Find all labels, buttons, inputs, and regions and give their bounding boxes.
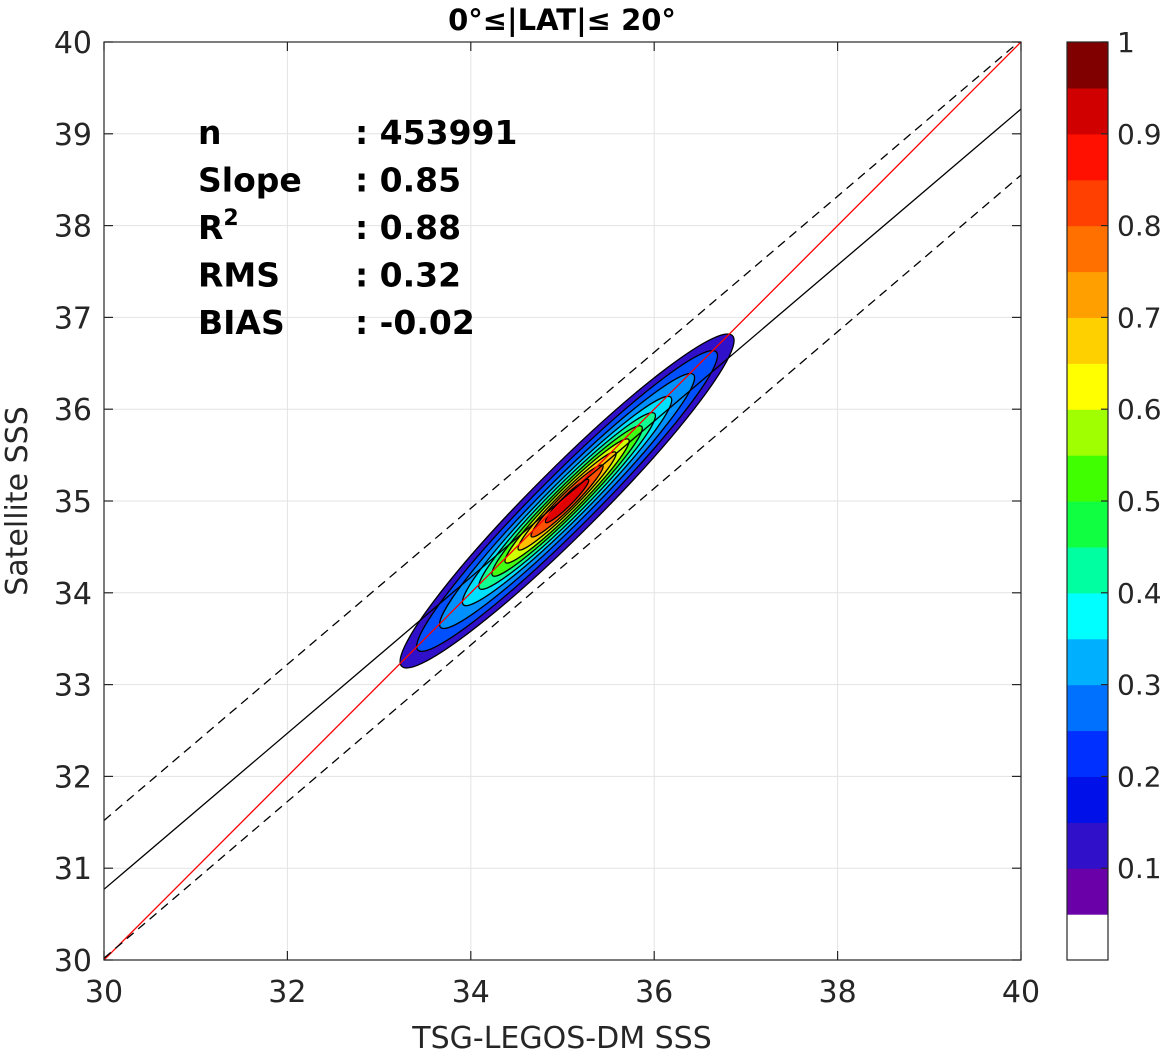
line-upper-bound bbox=[104, 42, 1020, 821]
x-tick-label-2: 34 bbox=[452, 975, 490, 1010]
colorbar-segment-19 bbox=[1067, 42, 1108, 89]
grid bbox=[103, 41, 1022, 961]
colorbar-segment-16 bbox=[1067, 179, 1108, 227]
colorbar-segment-6 bbox=[1067, 638, 1108, 686]
stat-label-4: BIAS bbox=[198, 303, 285, 342]
contour-level-0.9 bbox=[544, 478, 590, 524]
colorbar-tick-label-8: 0.9 bbox=[1117, 118, 1162, 151]
colorbar-tick-label-3: 0.4 bbox=[1117, 577, 1162, 610]
colorbar-segment-7 bbox=[1067, 592, 1108, 640]
stat-label-3: RMS bbox=[198, 256, 280, 295]
colorbar-tick-label-0: 0.1 bbox=[1117, 852, 1162, 885]
colorbar: 0.1 0.2 0.3 0.4 0.5 0.6 0.7 0.8 0.9 1 bbox=[1066, 26, 1162, 961]
x-tick-label-4: 38 bbox=[819, 975, 857, 1010]
y-tick-label-3: 33 bbox=[54, 669, 92, 704]
colorbar-tick-label-2: 0.3 bbox=[1117, 669, 1162, 702]
colorbar-segment-2 bbox=[1067, 822, 1108, 869]
colorbar-segment-15 bbox=[1067, 225, 1108, 273]
colorbar-tick-label-1: 0.2 bbox=[1117, 760, 1162, 793]
y-tick-label-5: 35 bbox=[54, 485, 92, 520]
colorbar-tick-label-5: 0.6 bbox=[1117, 393, 1162, 426]
colorbar-segment-17 bbox=[1067, 133, 1108, 181]
colorbar-segment-8 bbox=[1067, 546, 1108, 594]
line-1-1 bbox=[104, 42, 1021, 960]
y-tick-label-0: 30 bbox=[54, 944, 92, 979]
colorbar-tick-label-9: 1 bbox=[1117, 26, 1135, 59]
colorbar-segment-0 bbox=[1067, 914, 1108, 961]
stat-label-0: n bbox=[198, 113, 222, 152]
x-tick-label-5: 40 bbox=[1002, 975, 1040, 1010]
y-axis-label: Satellite SSS bbox=[0, 406, 35, 596]
colorbar-segment-5 bbox=[1067, 684, 1108, 732]
x-axis-label: TSG-LEGOS-DM SSS bbox=[411, 1021, 712, 1055]
y-tick-label-1: 31 bbox=[54, 852, 92, 887]
colorbar-segment-13 bbox=[1067, 317, 1108, 364]
density-contours bbox=[399, 333, 735, 669]
chart-title: 0°≤|LAT|≤ 20° bbox=[448, 3, 676, 37]
colorbar-segment-9 bbox=[1067, 501, 1108, 548]
y-tick-label-9: 39 bbox=[54, 118, 92, 153]
y-tick-label-6: 36 bbox=[54, 393, 92, 428]
stat-value-0: : 453991 bbox=[355, 113, 517, 152]
line-lower-bound bbox=[104, 174, 1021, 959]
y-axis-ticks: 30 31 32 33 34 35 36 37 38 39 40 bbox=[54, 26, 1021, 979]
stat-value-1: : 0.85 bbox=[355, 161, 461, 200]
colorbar-tick-label-4: 0.5 bbox=[1117, 485, 1162, 518]
colorbar-segment-4 bbox=[1067, 730, 1108, 777]
line-fit bbox=[104, 108, 1021, 890]
y-tick-label-10: 40 bbox=[54, 26, 92, 61]
colorbar-segment-3 bbox=[1067, 776, 1108, 823]
x-tick-label-3: 36 bbox=[635, 975, 673, 1010]
y-tick-label-4: 34 bbox=[54, 577, 92, 612]
colorbar-segment-14 bbox=[1067, 271, 1108, 318]
x-tick-label-1: 32 bbox=[268, 975, 306, 1010]
colorbar-segment-10 bbox=[1067, 455, 1108, 502]
x-tick-label-0: 30 bbox=[85, 975, 123, 1010]
stat-value-3: : 0.32 bbox=[355, 256, 461, 295]
y-tick-label-7: 37 bbox=[54, 301, 92, 336]
y-tick-label-2: 32 bbox=[54, 760, 92, 795]
colorbar-segment-18 bbox=[1067, 87, 1108, 135]
stat-label-1: Slope bbox=[198, 161, 302, 200]
reference-lines bbox=[104, 42, 1021, 960]
stat-label-2: R2 bbox=[198, 206, 239, 247]
colorbar-segment-11 bbox=[1067, 409, 1108, 456]
stat-superscript-2: 2 bbox=[223, 206, 238, 231]
stat-value-2: : 0.88 bbox=[355, 208, 461, 247]
stat-value-4: : -0.02 bbox=[355, 303, 475, 342]
colorbar-segment-1 bbox=[1067, 868, 1108, 915]
colorbar-tick-label-6: 0.7 bbox=[1117, 301, 1162, 334]
colorbar-segment-12 bbox=[1067, 363, 1108, 410]
stats-box: n : 453991 Slope : 0.85 R2 : 0.88 RMS : 0.32 BIA… bbox=[198, 113, 517, 342]
y-tick-label-8: 38 bbox=[54, 210, 92, 245]
x-axis-ticks: 30 32 34 36 38 40 bbox=[85, 42, 1040, 1010]
colorbar-tick-label-7: 0.8 bbox=[1117, 210, 1162, 243]
